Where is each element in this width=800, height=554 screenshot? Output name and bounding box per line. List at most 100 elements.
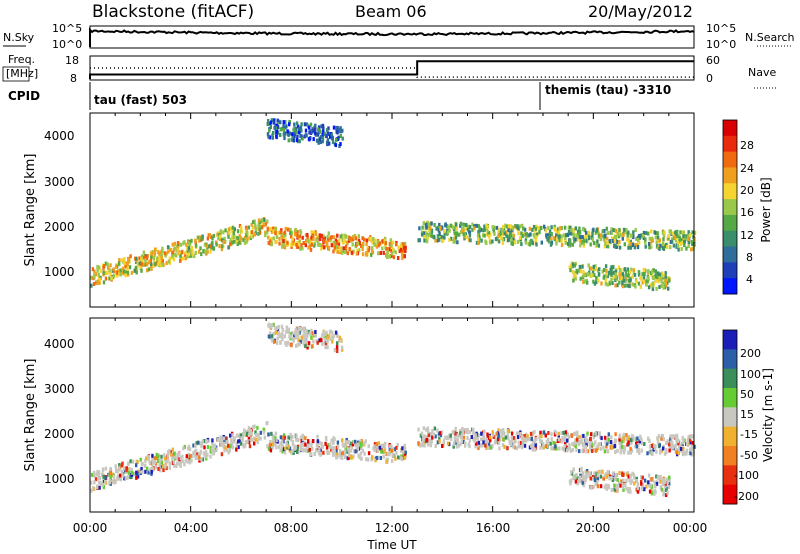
vel-cbar-tick-100: 100 [740, 368, 761, 381]
scatter-cell [495, 225, 499, 230]
scatter-cell [191, 251, 194, 256]
scatter-cell [250, 437, 253, 442]
scatter-cell [459, 428, 462, 433]
scatter-cell [592, 435, 595, 440]
scatter-cell [97, 476, 100, 480]
scatter-cell [346, 251, 349, 256]
scatter-cell [658, 474, 661, 479]
scatter-cell [496, 437, 500, 442]
scatter-cell [258, 227, 262, 232]
nave-series [90, 67, 694, 78]
scatter-cell [565, 445, 568, 450]
scatter-cell [383, 238, 386, 243]
scatter-cell [125, 468, 128, 473]
scatter-cell [602, 445, 605, 450]
scatter-cell [184, 458, 187, 463]
scatter-cell [310, 328, 313, 333]
scatter-cell [643, 478, 647, 483]
scatter-cell [556, 235, 559, 240]
scatter-cell [101, 467, 105, 472]
scatter-cell [632, 475, 636, 480]
scatter-cell [641, 475, 644, 480]
scatter-cell [96, 264, 99, 269]
scatter-cell [579, 243, 582, 248]
scatter-cell [236, 242, 239, 246]
scatter-cell [423, 238, 426, 243]
scatter-cell [310, 451, 313, 456]
velocity-ylabel: Slant Range [km] [23, 359, 38, 472]
scatter-cell [627, 278, 630, 283]
scatter-cell [144, 259, 147, 264]
scatter-cell [417, 238, 420, 243]
scatter-cell [341, 438, 344, 443]
scatter-cell [584, 238, 588, 243]
scatter-cell [575, 448, 578, 452]
scatter-cell [314, 330, 317, 334]
scatter-cell [672, 434, 675, 439]
scatter-cell [283, 230, 287, 235]
scatter-cell [231, 225, 235, 230]
scatter-cell [341, 347, 344, 352]
scatter-cell [242, 237, 245, 242]
scatter-cell [546, 237, 549, 242]
scatter-cell [379, 456, 382, 460]
scatter-cell [200, 237, 203, 241]
scatter-cell [200, 457, 203, 462]
scatter-cell [304, 243, 307, 248]
scatter-cell [483, 233, 486, 238]
scatter-cell [446, 441, 450, 446]
noise-left-label: N.Sky [3, 31, 35, 44]
scatter-cell [519, 235, 522, 240]
scatter-cell [280, 126, 284, 131]
scatter-cell [158, 259, 161, 264]
scatter-cell [609, 440, 613, 445]
scatter-cell [400, 456, 403, 461]
axis-ticks [89, 113, 695, 512]
scatter-cell [448, 237, 451, 242]
scatter-cell [120, 258, 124, 263]
scatter-cell [419, 443, 422, 448]
scatter-cell [418, 226, 421, 231]
scatter-cell [584, 234, 587, 239]
scatter-cell [587, 263, 590, 268]
scatter-cell [188, 460, 192, 465]
scatter-cell [297, 438, 300, 443]
scatter-cell [327, 443, 330, 448]
scatter-cell [602, 275, 605, 280]
scatter-cell [430, 432, 433, 436]
scatter-cell [286, 328, 289, 333]
scatter-cell [403, 443, 406, 448]
scatter-cell [604, 264, 608, 269]
scatter-cell [543, 224, 546, 229]
scatter-cell [618, 280, 621, 285]
scatter-cell [658, 477, 662, 482]
scatter-cell [301, 448, 304, 453]
scatter-cell [109, 263, 112, 268]
scatter-cell [666, 480, 669, 485]
scatter-cell [165, 251, 168, 256]
scatter-cell [303, 338, 307, 343]
scatter-cell [599, 474, 603, 479]
scatter-cell [329, 337, 332, 342]
scatter-cell [179, 258, 182, 263]
scatter-cell [548, 233, 551, 238]
scatter-cell [685, 246, 688, 251]
scatter-cell [107, 472, 110, 477]
scatter-cell [534, 447, 537, 452]
scatter-cell [339, 134, 342, 138]
scatter-cell [267, 119, 270, 123]
scatter-cell [459, 431, 462, 436]
scatter-cell [527, 437, 530, 441]
scatter-cell [211, 438, 214, 443]
scatter-cell [619, 483, 622, 488]
scatter-cell [116, 475, 119, 480]
scatter-cell [286, 129, 289, 134]
scatter-cell [561, 436, 564, 441]
scatter-cell [327, 334, 331, 339]
scatter-cell [476, 436, 479, 441]
scatter-cell [441, 239, 444, 243]
scatter-cell [365, 242, 368, 247]
scatter-cell [436, 440, 440, 445]
scatter-cell [252, 220, 255, 225]
scatter-cell [305, 328, 308, 333]
